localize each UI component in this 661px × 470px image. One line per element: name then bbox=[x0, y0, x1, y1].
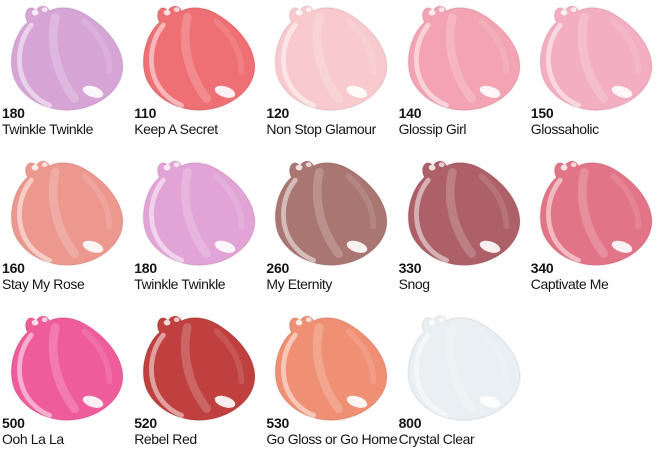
shade-swatch: 340 Captivate Me bbox=[529, 155, 661, 310]
shade-number: 330 bbox=[398, 260, 422, 276]
shade-number: 180 bbox=[2, 105, 25, 121]
shade-name: Twinkle Twinkle bbox=[134, 276, 226, 292]
gloss-drop bbox=[530, 157, 658, 269]
shade-label: 180 Twinkle Twinkle bbox=[134, 260, 264, 292]
shade-swatch: 500 Ooh La La bbox=[0, 310, 132, 465]
gloss-drop bbox=[1, 157, 129, 269]
gloss-drop bbox=[265, 157, 393, 269]
shade-swatch: 530 Go Gloss or Go Home bbox=[264, 310, 398, 465]
shade-name: Glossip Girl bbox=[398, 121, 467, 137]
gloss-drop bbox=[133, 312, 261, 424]
shade-number: 120 bbox=[266, 105, 290, 121]
shade-name: My Eternity bbox=[266, 276, 332, 292]
shade-swatch: 330 Snog bbox=[397, 155, 529, 310]
shade-name: Rebel Red bbox=[134, 431, 197, 447]
shade-number: 340 bbox=[530, 260, 554, 276]
gloss-drop bbox=[265, 312, 393, 424]
shade-label: 530 Go Gloss or Go Home bbox=[266, 415, 398, 447]
shade-number: 150 bbox=[530, 105, 554, 121]
shade-number: 110 bbox=[134, 105, 157, 121]
shade-number: 800 bbox=[398, 415, 422, 431]
shade-label: 180 Twinkle Twinkle bbox=[2, 105, 132, 137]
shade-name: Ooh La La bbox=[2, 431, 64, 447]
shade-swatch: 110 Keep A Secret bbox=[132, 0, 264, 155]
shade-name: Crystal Clear bbox=[398, 431, 475, 447]
shade-swatch: 260 My Eternity bbox=[264, 155, 396, 310]
shade-label: 120 Non Stop Glamour bbox=[266, 105, 396, 137]
shade-number: 530 bbox=[266, 415, 290, 431]
gloss-drop bbox=[398, 312, 526, 424]
gloss-drop bbox=[265, 2, 393, 114]
shade-label: 330 Snog bbox=[399, 260, 529, 292]
shade-label: 150 Glossaholic bbox=[531, 105, 661, 137]
shade-swatch: 140 Glossip Girl bbox=[397, 0, 529, 155]
shade-name: Snog bbox=[398, 276, 431, 292]
shade-label: 800 Crystal Clear bbox=[399, 415, 529, 447]
shade-swatch: 160 Stay My Rose bbox=[0, 155, 132, 310]
shade-swatch: 800 Crystal Clear bbox=[397, 310, 529, 465]
shade-name: Non Stop Glamour bbox=[266, 121, 376, 137]
shade-label: 500 Ooh La La bbox=[2, 415, 132, 447]
gloss-drop bbox=[530, 2, 658, 114]
shade-swatch: 120 Non Stop Glamour bbox=[264, 0, 396, 155]
shade-label: 160 Stay My Rose bbox=[2, 260, 132, 292]
shade-name: Captivate Me bbox=[530, 276, 609, 292]
shade-name: Keep A Secret bbox=[134, 121, 218, 137]
gloss-drop bbox=[1, 2, 129, 114]
shade-swatch: 180 Twinkle Twinkle bbox=[132, 155, 264, 310]
shade-number: 160 bbox=[2, 260, 25, 276]
shade-label: 110 Keep A Secret bbox=[134, 105, 264, 137]
shade-number: 180 bbox=[134, 260, 157, 276]
shade-name: Glossaholic bbox=[530, 121, 599, 137]
shade-swatch: 520 Rebel Red bbox=[132, 310, 264, 465]
shade-number: 500 bbox=[2, 415, 25, 431]
gloss-drop bbox=[133, 157, 261, 269]
shade-name: Go Gloss or Go Home bbox=[266, 431, 398, 447]
gloss-drop bbox=[133, 2, 261, 114]
shade-swatch: 150 Glossaholic bbox=[529, 0, 661, 155]
shade-label: 340 Captivate Me bbox=[531, 260, 661, 292]
shade-number: 260 bbox=[266, 260, 290, 276]
shade-name: Twinkle Twinkle bbox=[2, 121, 94, 137]
shade-swatch: 180 Twinkle Twinkle bbox=[0, 0, 132, 155]
shade-label: 140 Glossip Girl bbox=[399, 105, 529, 137]
shade-number: 520 bbox=[134, 415, 157, 431]
gloss-drop bbox=[1, 312, 129, 424]
shade-label: 520 Rebel Red bbox=[134, 415, 264, 447]
gloss-drop bbox=[398, 2, 526, 114]
shade-number: 140 bbox=[398, 105, 422, 121]
gloss-drop bbox=[398, 157, 526, 269]
shade-name: Stay My Rose bbox=[2, 276, 85, 292]
shade-label: 260 My Eternity bbox=[266, 260, 396, 292]
